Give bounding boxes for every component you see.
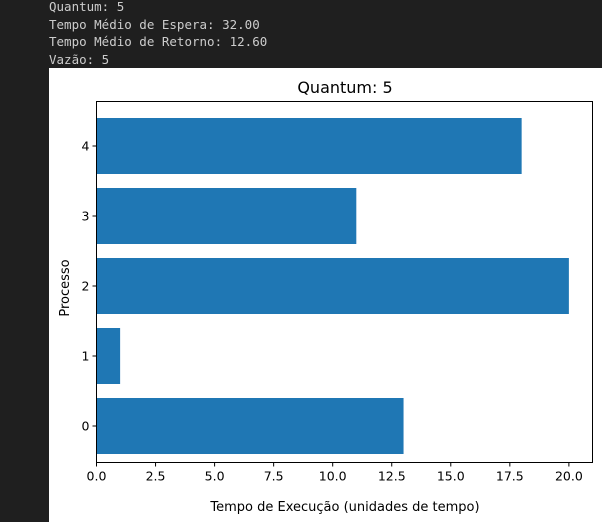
console-line-quantum: Quantum: 5 [49, 0, 125, 14]
x-tick-label: 10.0 [319, 469, 347, 484]
bar-process-3 [96, 188, 357, 244]
y-tick-label: 4 [82, 139, 90, 154]
y-axis-label: Processo [58, 259, 73, 316]
bars-group [96, 118, 569, 454]
x-tick-label: 5.0 [205, 469, 225, 484]
chart-title: Quantum: 5 [297, 78, 392, 97]
x-axis-label: Tempo de Execução (unidades de tempo) [209, 500, 479, 515]
x-tick-label: 2.5 [146, 469, 166, 484]
plot-frame [96, 101, 593, 463]
x-tick-label: 12.5 [378, 469, 406, 484]
bar-chart: Quantum: 5 0 1 2 3 4 0.0 2.5 5.0 7.5 10.0 12.5 15.… [58, 78, 593, 515]
chart-figure: Quantum: 5 0 1 2 3 4 0.0 2.5 5.0 7.5 10.0 12.5 15.… [49, 68, 602, 522]
y-ticks: 0 1 2 3 4 [82, 139, 97, 434]
console-line-throughput: Vazão: 5 [49, 51, 110, 67]
console-line-avg-wait: Tempo Médio de Espera: 32.00 [49, 16, 260, 32]
y-tick-label: 1 [82, 349, 90, 364]
bar-process-4 [96, 118, 522, 174]
x-tick-label: 20.0 [555, 469, 583, 484]
x-tick-label: 7.5 [264, 469, 284, 484]
x-ticks: 0.0 2.5 5.0 7.5 10.0 12.5 15.0 17.5 20.0 [87, 462, 583, 484]
bar-process-2 [96, 258, 569, 314]
y-tick-label: 2 [82, 279, 90, 294]
console-line-avg-turnaround: Tempo Médio de Retorno: 12.60 [49, 34, 268, 50]
bar-process-0 [96, 398, 404, 454]
x-tick-label: 0.0 [87, 469, 107, 484]
y-tick-label: 0 [82, 419, 90, 434]
console-output: Quantum: 5 Tempo Médio de Espera: 32.00 … [49, 0, 602, 68]
bar-process-1 [96, 328, 121, 384]
y-tick-label: 3 [82, 209, 90, 224]
x-tick-label: 17.5 [496, 469, 524, 484]
x-tick-label: 15.0 [437, 469, 465, 484]
